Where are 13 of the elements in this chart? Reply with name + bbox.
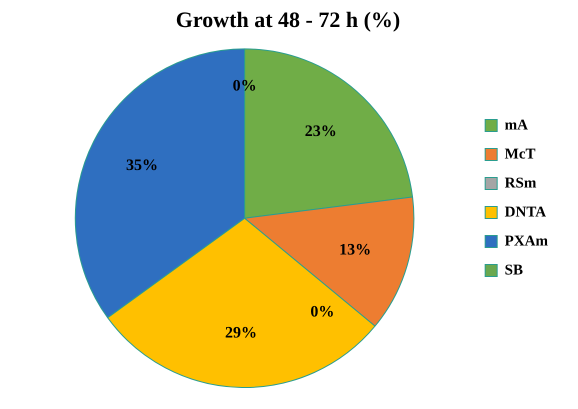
legend-label: DNTA [504, 204, 546, 220]
data-label: 35% [126, 157, 158, 174]
data-label: 23% [304, 122, 337, 140]
chart-title: Growth at 48 - 72 h (%) [176, 6, 400, 32]
legend-label: RSm [504, 175, 537, 192]
legend-label: SB [504, 262, 524, 278]
legend-label: McT [504, 146, 536, 162]
data-label: 13% [339, 241, 372, 258]
legend-label: mA [504, 117, 528, 134]
legend-label: PXAm [504, 233, 549, 250]
data-label: 29% [224, 324, 257, 342]
text: 0% [232, 77, 257, 94]
text: 0% [310, 304, 334, 321]
